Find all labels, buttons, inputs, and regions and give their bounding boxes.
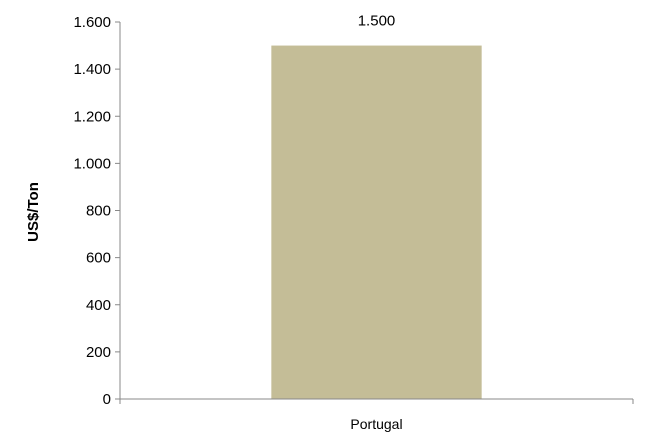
y-tick-label: 600 [86, 250, 111, 267]
y-axis-ticks: 0 200 400 600 800 1.000 1.200 1.400 1.600 [73, 14, 120, 408]
data-label: 1.500 [358, 13, 396, 30]
x-axis-ticks: Portugal [119, 399, 634, 432]
y-tick-label: 1.400 [73, 61, 111, 78]
y-axis-title: US$/Ton [25, 182, 42, 242]
bars: 1.500 [271, 13, 482, 399]
y-tick-label: 0 [103, 391, 111, 408]
y-tick-label: 1.600 [73, 14, 111, 31]
y-tick-label: 200 [86, 344, 111, 361]
bar-portugal [271, 45, 482, 399]
y-tick-label: 1.000 [73, 155, 111, 172]
y-tick-label: 1.200 [73, 108, 111, 125]
x-category-label: Portugal [350, 416, 402, 432]
y-tick-label: 400 [86, 297, 111, 314]
y-tick-label: 800 [86, 203, 111, 220]
